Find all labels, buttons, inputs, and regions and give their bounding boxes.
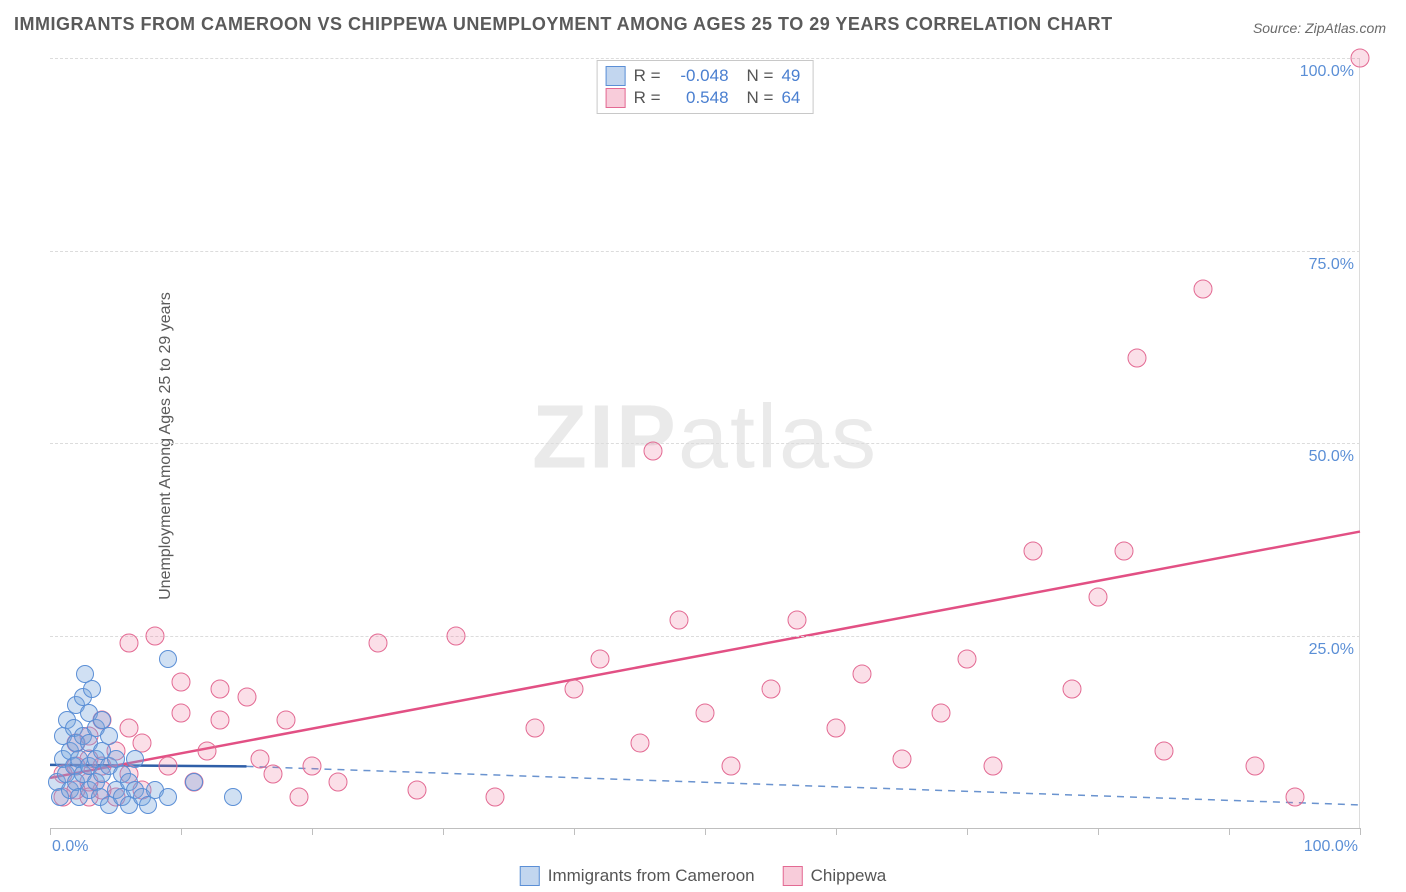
x-tick [836, 828, 837, 835]
scatter-point-pink [276, 711, 295, 730]
x-tick [181, 828, 182, 835]
bottom-legend-pink-label: Chippewa [811, 866, 887, 886]
scatter-point-pink [931, 703, 950, 722]
gridline-h [50, 636, 1360, 637]
y-tick-label: 50.0% [1309, 448, 1354, 466]
scatter-point-pink [145, 626, 164, 645]
gridline-h [50, 443, 1360, 444]
scatter-point-pink [984, 757, 1003, 776]
scatter-point-pink [447, 626, 466, 645]
scatter-point-pink [591, 649, 610, 668]
scatter-point-pink [237, 688, 256, 707]
scatter-point-pink [1128, 349, 1147, 368]
scatter-point-pink [289, 788, 308, 807]
scatter-point-pink [1115, 541, 1134, 560]
scatter-point-pink [1285, 788, 1304, 807]
bottom-legend: Immigrants from Cameroon Chippewa [520, 866, 887, 886]
scatter-point-pink [761, 680, 780, 699]
x-tick [1229, 828, 1230, 835]
scatter-point-pink [827, 718, 846, 737]
x-tick [50, 828, 51, 835]
scatter-point-pink [368, 634, 387, 653]
scatter-point-pink [722, 757, 741, 776]
scatter-point-pink [853, 665, 872, 684]
scatter-point-pink [525, 718, 544, 737]
scatter-point-pink [1023, 541, 1042, 560]
scatter-point-pink [329, 772, 348, 791]
x-tick [705, 828, 706, 835]
x-tick [1360, 828, 1361, 835]
scatter-point-pink [263, 765, 282, 784]
source-label: Source: ZipAtlas.com [1253, 20, 1386, 36]
x-tick [967, 828, 968, 835]
scatter-point-pink [643, 441, 662, 460]
gridline-h [50, 58, 1360, 59]
scatter-point-blue [83, 680, 101, 698]
scatter-point-pink [565, 680, 584, 699]
scatter-point-pink [696, 703, 715, 722]
scatter-point-pink [1062, 680, 1081, 699]
scatter-point-pink [787, 611, 806, 630]
scatter-point-pink [669, 611, 688, 630]
scatter-point-blue [139, 796, 157, 814]
x-tick [1098, 828, 1099, 835]
scatter-point-pink [158, 757, 177, 776]
scatter-point-pink [1351, 49, 1370, 68]
bottom-legend-pink: Chippewa [783, 866, 887, 886]
scatter-point-pink [630, 734, 649, 753]
scatter-point-pink [172, 703, 191, 722]
scatter-point-pink [172, 672, 191, 691]
scatter-point-pink [1246, 757, 1265, 776]
scatter-point-blue [126, 750, 144, 768]
x-tick [312, 828, 313, 835]
x-tick [574, 828, 575, 835]
scatter-point-pink [958, 649, 977, 668]
y-tick-label: 100.0% [1300, 63, 1354, 81]
scatter-point-pink [303, 757, 322, 776]
scatter-point-pink [407, 780, 426, 799]
bottom-swatch-pink [783, 866, 803, 886]
chart-title: IMMIGRANTS FROM CAMEROON VS CHIPPEWA UNE… [14, 14, 1113, 35]
scatter-point-pink [211, 680, 230, 699]
scatter-point-pink [892, 749, 911, 768]
scatter-point-blue [224, 788, 242, 806]
plot-area: ZIPatlas R = -0.048 N = 49 R = 0.548 N =… [50, 58, 1360, 829]
scatter-point-blue [159, 788, 177, 806]
bottom-legend-blue: Immigrants from Cameroon [520, 866, 755, 886]
x-tick-label-max: 100.0% [1304, 838, 1358, 856]
scatter-point-pink [119, 634, 138, 653]
scatter-point-pink [1089, 588, 1108, 607]
scatter-point-pink [211, 711, 230, 730]
y-tick-label: 75.0% [1309, 256, 1354, 274]
scatter-point-pink [198, 742, 217, 761]
bottom-swatch-blue [520, 866, 540, 886]
x-tick [443, 828, 444, 835]
gridline-h [50, 251, 1360, 252]
scatter-point-pink [1154, 742, 1173, 761]
scatter-point-pink [1193, 280, 1212, 299]
bottom-legend-blue-label: Immigrants from Cameroon [548, 866, 755, 886]
x-tick-label-min: 0.0% [52, 838, 88, 856]
scatter-point-blue [100, 727, 118, 745]
scatter-point-pink [486, 788, 505, 807]
scatter-point-blue [159, 650, 177, 668]
y-tick-label: 25.0% [1309, 641, 1354, 659]
scatter-point-blue [185, 773, 203, 791]
